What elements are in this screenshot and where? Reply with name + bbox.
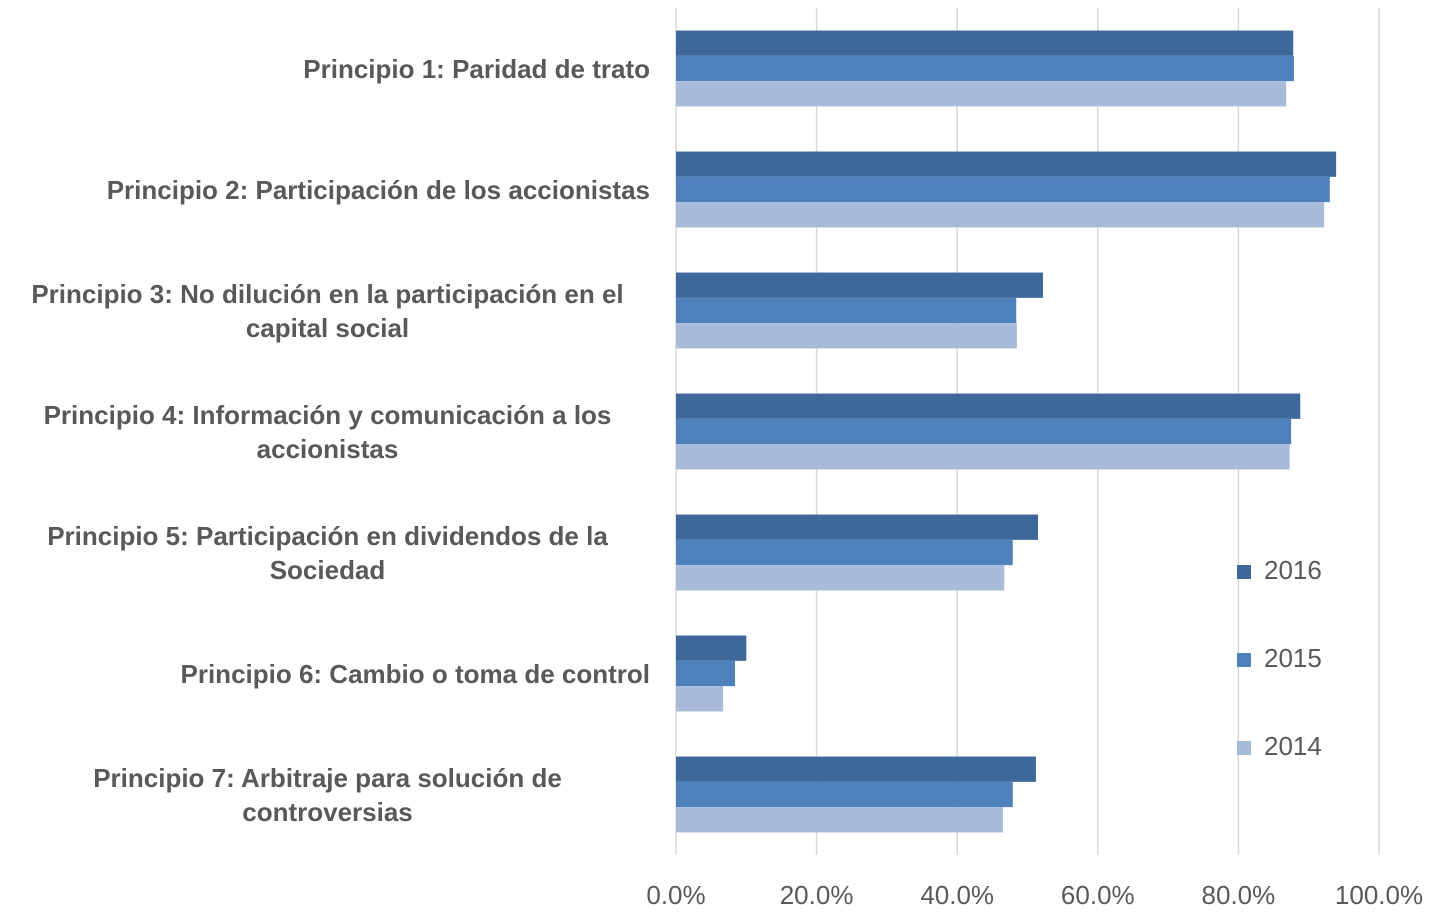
x-tick-label: 60.0% <box>1061 880 1135 910</box>
bar <box>676 297 1017 324</box>
bar <box>676 514 1039 540</box>
bar <box>676 202 1325 228</box>
category-label-box: Principio 6: Cambio o toma de control <box>0 657 651 691</box>
bar <box>676 418 1292 445</box>
category-label-box: Principio 2: Participación de los accion… <box>0 173 650 207</box>
y-tick-label: Principio 2: Participación de los accion… <box>106 174 650 205</box>
legend-label: 2015 <box>1264 643 1322 673</box>
category-label-box: Principio 5: Participación en dividendos… <box>0 519 650 587</box>
category-label-box: Principio 1: Paridad de trato <box>0 52 650 86</box>
y-tick-label: Principio 5: Participación en dividendos… <box>47 520 608 585</box>
y-tick-label: Principio 7: Arbitraje para solución de … <box>93 762 562 827</box>
bar <box>676 660 736 687</box>
x-tick-label: 40.0% <box>920 880 994 910</box>
x-tick-label: 80.0% <box>1202 880 1276 910</box>
bar <box>676 635 747 661</box>
y-tick-label: Principio 3: No dilución en la participa… <box>31 278 624 343</box>
legend-label: 2014 <box>1264 731 1322 761</box>
legend-label: 2016 <box>1264 555 1322 585</box>
y-tick-label: Principio 6: Cambio o toma de control <box>180 658 651 689</box>
x-tick-label: 0.0% <box>646 880 705 910</box>
bar <box>676 176 1330 203</box>
bar <box>676 151 1337 177</box>
bar <box>676 55 1294 82</box>
bar <box>676 30 1294 56</box>
bar <box>676 323 1017 349</box>
bar <box>676 686 724 712</box>
category-label-box: Principio 4: Información y comunicación … <box>0 398 650 466</box>
category-label-box: Principio 3: No dilución en la participa… <box>0 277 650 345</box>
bar <box>676 444 1290 470</box>
legend-swatch <box>1237 653 1251 667</box>
y-tick-label: Principio 1: Paridad de trato <box>303 53 650 84</box>
bar <box>676 756 1036 782</box>
y-tick-label: Principio 4: Información y comunicación … <box>43 399 612 464</box>
bar <box>676 393 1301 419</box>
bar <box>676 807 1003 833</box>
bar <box>676 81 1287 107</box>
category-label-box: Principio 7: Arbitraje para solución de … <box>0 761 650 829</box>
bar <box>676 539 1013 566</box>
x-tick-label: 100.0% <box>1335 880 1423 910</box>
bar <box>676 781 1013 808</box>
legend-swatch <box>1237 741 1251 755</box>
bar <box>676 272 1043 298</box>
x-tick-label: 20.0% <box>780 880 854 910</box>
legend-swatch <box>1237 565 1251 579</box>
bar <box>676 565 1005 591</box>
